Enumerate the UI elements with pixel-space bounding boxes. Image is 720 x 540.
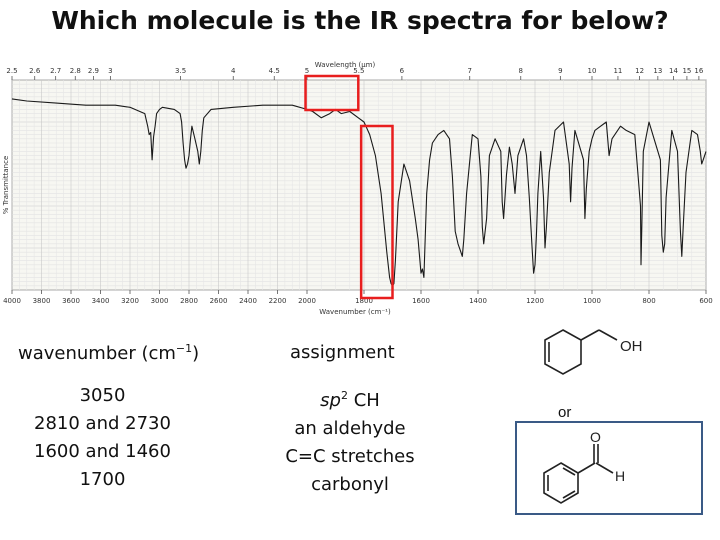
bottom-tick-label: 4000 — [3, 297, 21, 305]
y-axis-label: % Transmittance — [2, 156, 10, 215]
bottom-tick-label: 1800 — [355, 297, 373, 305]
carbonyl-highlight-box — [359, 124, 394, 300]
benzaldehyde-answer-box: O H — [515, 421, 703, 515]
or-label: or — [558, 404, 572, 421]
carbonyl-oxygen-label: O — [590, 429, 601, 445]
column-header-assignment: assignment — [290, 342, 395, 363]
top-tick-label: 16 — [694, 67, 703, 75]
top-tick-label: 4.5 — [269, 67, 280, 75]
bottom-tick-label: 3400 — [92, 297, 110, 305]
top-tick-label: 3.5 — [175, 67, 186, 75]
bottom-tick-label: 3600 — [62, 297, 80, 305]
top-tick-label: 8 — [519, 67, 523, 75]
top-tick-label: 3 — [108, 67, 112, 75]
assignment-row: C=C stretches — [285, 446, 415, 467]
top-tick-label: 13 — [653, 67, 662, 75]
bottom-tick-label: 2600 — [210, 297, 228, 305]
assignment-row: an aldehyde — [294, 418, 406, 439]
bottom-tick-label: 600 — [699, 297, 712, 305]
assignment-row: carbonyl — [311, 474, 389, 495]
top-tick-label: 11 — [613, 67, 622, 75]
assignment-list: sp2 CH an aldehyde C=C stretches carbony… — [260, 382, 440, 499]
cyclohexenylmethanol-structure: OH — [544, 329, 643, 375]
top-tick-label: 5.5 — [353, 67, 364, 75]
top-tick-label: 10 — [588, 67, 597, 75]
bottom-tick-label: 2800 — [180, 297, 198, 305]
top-tick-label: 15 — [682, 67, 691, 75]
bottom-tick-label: 800 — [642, 297, 655, 305]
top-tick-label: 5 — [305, 67, 309, 75]
top-tick-label: 14 — [669, 67, 678, 75]
transmittance-trace — [11, 98, 707, 287]
bottom-tick-label: 2400 — [239, 297, 257, 305]
bottom-tick-label: 2200 — [269, 297, 287, 305]
top-axis-label: Wavelength (μm) — [315, 61, 376, 69]
x-axis-label: Wavenumber (cm⁻¹) — [319, 308, 391, 316]
top-tick-label: 6 — [400, 67, 405, 75]
bottom-tick-label: 1600 — [412, 297, 430, 305]
wavenumber-row: 2810 and 2730 — [34, 413, 171, 434]
overtone-highlight-box — [304, 74, 360, 112]
wavenumber-list: 3050 2810 and 2730 1600 and 1460 1700 — [10, 382, 195, 494]
wavenumber-row: 1600 and 1460 — [34, 441, 171, 462]
top-tick-label: 2.7 — [50, 67, 61, 75]
top-tick-label: 9 — [558, 67, 562, 75]
aldehyde-hydrogen-label: H — [615, 468, 625, 484]
ir-spectrum-chart: 2.5 2.6 2.7 2.8 2.9 3 3.5 4 4.5 5 5.5 6 7 8 9 10 11 12 13 1… — [2, 61, 713, 316]
bottom-tick-label: 3000 — [151, 297, 169, 305]
bottom-tick-label: 1000 — [583, 297, 601, 305]
top-tick-label: 7 — [468, 67, 472, 75]
top-tick-label: 4 — [231, 67, 236, 75]
hydroxyl-label: OH — [620, 338, 643, 355]
bottom-tick-label: 1200 — [526, 297, 544, 305]
assignment-row: sp2 CH — [320, 389, 380, 411]
top-tick-label: 2.8 — [70, 67, 81, 75]
top-tick-label: 2.9 — [88, 67, 99, 75]
top-tick-label: 12 — [635, 67, 644, 75]
bottom-tick-label: 3200 — [121, 297, 139, 305]
benzaldehyde-structure: O H — [543, 429, 625, 504]
bottom-tick-label: 1400 — [469, 297, 487, 305]
slide-title: Which molecule is the IR spectra for bel… — [51, 6, 669, 35]
wavenumber-row: 3050 — [79, 385, 126, 406]
wavenumber-row: 1700 — [79, 469, 126, 490]
bottom-tick-label: 2000 — [298, 297, 316, 305]
top-tick-label: 2.6 — [29, 67, 41, 75]
bottom-tick-label: 3800 — [33, 297, 51, 305]
top-tick-label: 2.5 — [6, 67, 17, 75]
column-header-wavenumber: wavenumber (cm−1) — [18, 342, 200, 364]
